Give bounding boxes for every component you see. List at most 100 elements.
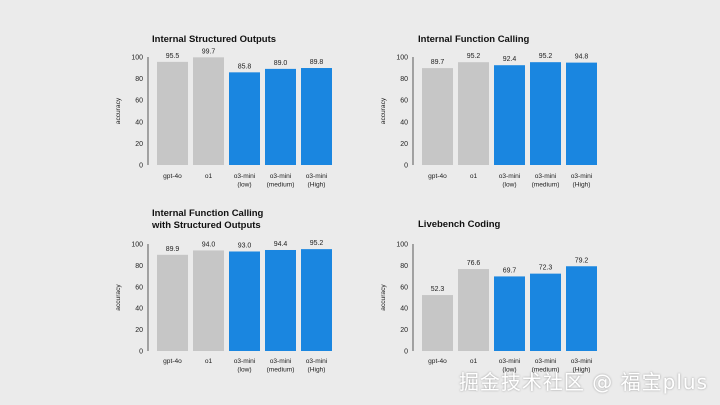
y-axis-label: accuracy bbox=[115, 97, 122, 124]
bar-value-label: 92.4 bbox=[503, 56, 517, 63]
watermark: 掘金技术社区 @ 福宝plus bbox=[458, 370, 708, 394]
bar-value-label: 89.0 bbox=[274, 60, 288, 67]
bar-value-label: 76.6 bbox=[467, 260, 481, 267]
y-tick-label: 80 bbox=[400, 76, 408, 83]
y-tick-label: 100 bbox=[131, 55, 143, 62]
chart-panel-4: Livebench Coding 0 20 40 60 80 100 accuracy 52.3… bbox=[380, 219, 597, 374]
y-tick-label: 40 bbox=[135, 119, 143, 126]
bar bbox=[229, 251, 260, 351]
chart-title: Internal Function Calling bbox=[418, 34, 530, 45]
chart-title: Internal Function Calling bbox=[152, 208, 264, 219]
bar-value-label: 94.0 bbox=[202, 241, 216, 248]
category-label: o3-mini bbox=[234, 358, 256, 365]
y-tick-label: 100 bbox=[396, 242, 408, 249]
y-tick-label: 60 bbox=[135, 284, 143, 291]
y-tick-label: 20 bbox=[135, 141, 143, 148]
y-tick-label: 80 bbox=[400, 263, 408, 270]
chart-title: with Structured Outputs bbox=[151, 220, 261, 231]
category-label: (medium) bbox=[532, 367, 560, 374]
y-tick-label: 0 bbox=[404, 163, 408, 170]
bar bbox=[229, 72, 260, 165]
category-label: (High) bbox=[308, 367, 326, 374]
y-tick-label: 20 bbox=[135, 327, 143, 334]
category-label: (medium) bbox=[532, 182, 560, 189]
bar bbox=[301, 249, 332, 351]
category-label: o1 bbox=[205, 358, 213, 365]
y-tick-label: 0 bbox=[139, 163, 143, 170]
bar bbox=[193, 57, 224, 165]
bar bbox=[458, 269, 489, 351]
y-tick-label: 100 bbox=[396, 55, 408, 62]
bar bbox=[566, 266, 597, 351]
bar bbox=[265, 249, 296, 351]
category-label: o3-mini bbox=[270, 173, 292, 180]
category-label: o3-mini bbox=[499, 173, 521, 180]
y-axis-label: accuracy bbox=[380, 284, 387, 311]
category-label: (medium) bbox=[267, 367, 295, 374]
bar-value-label: 99.7 bbox=[202, 48, 216, 55]
category-label: o1 bbox=[470, 173, 478, 180]
category-label: (High) bbox=[573, 367, 591, 374]
category-label: gpt-4o bbox=[163, 358, 182, 365]
category-label: (low) bbox=[237, 367, 251, 374]
y-tick-label: 40 bbox=[400, 306, 408, 313]
bar bbox=[494, 276, 525, 351]
bar bbox=[530, 273, 561, 351]
bar-value-label: 95.5 bbox=[166, 53, 180, 60]
category-label: (low) bbox=[502, 367, 516, 374]
category-label: o3-mini bbox=[535, 358, 557, 365]
category-label: (low) bbox=[237, 182, 251, 189]
bar-value-label: 85.8 bbox=[238, 63, 252, 70]
category-label: o3-mini bbox=[535, 173, 557, 180]
y-tick-label: 20 bbox=[400, 327, 408, 334]
bar-value-label: 52.3 bbox=[431, 286, 445, 293]
category-label: gpt-4o bbox=[163, 173, 182, 180]
bar bbox=[422, 295, 453, 351]
y-axis-label: accuracy bbox=[380, 97, 387, 124]
bar bbox=[157, 254, 188, 351]
bar-value-label: 89.7 bbox=[431, 59, 445, 66]
category-label: (medium) bbox=[267, 182, 295, 189]
bar-value-label: 93.0 bbox=[238, 242, 252, 249]
y-tick-label: 60 bbox=[400, 284, 408, 291]
y-axis-label: accuracy bbox=[115, 284, 122, 311]
y-tick-label: 0 bbox=[404, 349, 408, 356]
bar-value-label: 95.2 bbox=[467, 53, 481, 60]
bar-value-label: 94.4 bbox=[274, 241, 288, 248]
y-tick-label: 80 bbox=[135, 263, 143, 270]
category-label: gpt-4o bbox=[428, 173, 447, 180]
category-label: o3-mini bbox=[306, 358, 328, 365]
bar bbox=[530, 62, 561, 165]
category-label: o3-mini bbox=[499, 358, 521, 365]
y-tick-label: 100 bbox=[131, 242, 143, 249]
bar bbox=[193, 250, 224, 351]
category-label: o3-mini bbox=[234, 173, 256, 180]
y-tick-label: 40 bbox=[135, 306, 143, 313]
chart-title: Livebench Coding bbox=[418, 219, 501, 230]
bar bbox=[494, 65, 525, 165]
category-label: (High) bbox=[573, 182, 591, 189]
bar bbox=[301, 68, 332, 165]
y-tick-label: 0 bbox=[139, 349, 143, 356]
bar-value-label: 95.2 bbox=[310, 240, 324, 247]
bar bbox=[265, 68, 296, 165]
category-label: o1 bbox=[205, 173, 213, 180]
category-label: gpt-4o bbox=[428, 358, 447, 365]
category-label: o3-mini bbox=[571, 173, 593, 180]
y-tick-label: 60 bbox=[135, 98, 143, 105]
bar bbox=[458, 62, 489, 165]
chart-title: Internal Structured Outputs bbox=[152, 34, 276, 45]
bar-value-label: 95.2 bbox=[539, 53, 553, 60]
category-label: (low) bbox=[502, 182, 516, 189]
bar bbox=[566, 62, 597, 166]
y-tick-label: 60 bbox=[400, 98, 408, 105]
bar-value-label: 89.9 bbox=[166, 246, 180, 253]
bar-value-label: 89.8 bbox=[310, 59, 324, 66]
y-tick-label: 80 bbox=[135, 76, 143, 83]
category-label: (High) bbox=[308, 182, 326, 189]
bar-value-label: 79.2 bbox=[575, 257, 589, 264]
y-tick-label: 40 bbox=[400, 119, 408, 126]
chart-panel-2: Internal Function Calling 0 20 40 60 80 100 acc… bbox=[380, 34, 597, 189]
